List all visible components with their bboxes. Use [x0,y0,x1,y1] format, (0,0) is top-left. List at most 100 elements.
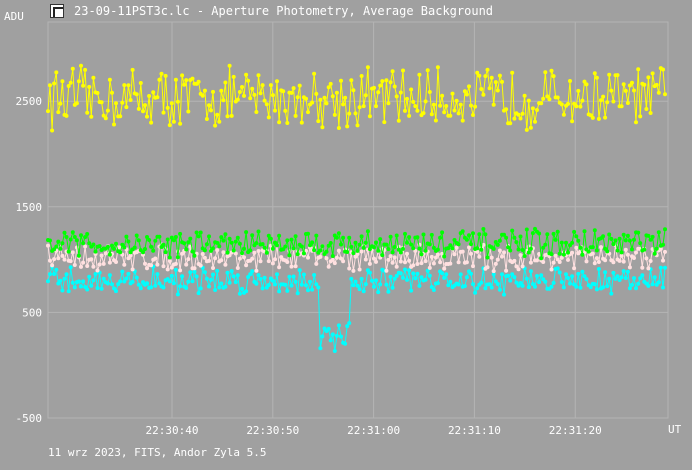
data-point [458,272,463,277]
data-point [95,268,100,273]
data-point [107,260,112,265]
data-point [161,264,166,269]
data-point [376,90,381,95]
data-point [89,257,94,262]
data-point [454,245,459,250]
data-point [120,242,125,247]
data-point [522,93,527,98]
data-point [211,89,215,94]
data-point [79,264,83,269]
data-point [268,83,273,88]
y-tick-label: -500 [16,412,43,425]
data-point [448,113,453,118]
data-point [258,277,263,281]
data-point [46,243,50,248]
data-point [429,232,434,237]
data-point [287,253,292,258]
data-point [646,233,651,238]
data-point [656,280,661,285]
data-point [349,78,354,83]
data-point [223,232,228,237]
data-point [648,259,653,263]
data-point [155,95,160,100]
data-point [425,268,430,273]
data-point [213,123,218,128]
data-point [619,250,624,255]
data-point [101,276,106,281]
data-point [297,268,302,273]
data-point [646,75,651,80]
data-point [291,246,296,251]
x-axis-unit-label: UT [668,423,682,436]
data-point [648,237,653,242]
data-point [396,118,401,123]
data-point [242,246,246,251]
data-point [357,287,362,292]
data-point [456,111,461,116]
data-point [512,258,517,263]
data-point [221,250,226,255]
data-point [56,110,61,115]
data-point [60,253,65,258]
data-point [332,349,337,353]
data-point [353,279,358,284]
data-point [91,264,96,269]
data-point [326,326,331,331]
data-point [175,99,180,104]
data-point [615,274,620,279]
data-point [219,258,224,263]
data-point [167,259,172,263]
data-point [413,104,418,109]
data-point [145,281,149,286]
data-point [304,283,308,288]
data-point [403,231,407,236]
data-point [318,97,323,102]
data-point [502,232,506,237]
app-icon[interactable] [50,4,64,18]
data-point [324,101,329,106]
data-point [188,236,193,241]
data-point [584,277,589,282]
data-point [326,85,331,90]
data-point [514,240,519,245]
data-point [169,235,174,240]
data-point [487,86,492,91]
data-point [663,249,667,254]
data-point [202,88,207,93]
data-point [266,115,271,120]
data-point [355,252,360,256]
data-point [215,240,220,245]
data-point [235,266,240,270]
data-point [343,95,348,100]
data-point [580,252,585,257]
data-point [386,257,391,262]
data-point [640,273,645,278]
data-point [497,248,502,253]
data-point [114,289,118,294]
data-point [285,121,290,125]
data-point [341,259,346,264]
data-point [312,248,317,253]
data-point [644,256,649,261]
data-point [419,275,424,280]
data-point [543,70,548,75]
data-point [314,91,319,96]
data-point [386,101,391,106]
data-point [392,276,397,281]
data-point [330,94,335,99]
data-point [359,249,364,254]
data-point [594,256,599,261]
data-point [145,266,149,271]
data-point [153,283,158,288]
data-point [469,103,473,108]
data-point [194,274,199,279]
data-point [512,275,517,280]
data-point [609,236,614,241]
data-point [242,255,246,260]
data-point [431,102,436,107]
data-point [551,74,556,79]
data-point [491,102,496,107]
data-point [489,75,494,80]
data-point [273,257,277,262]
data-point [398,259,403,264]
